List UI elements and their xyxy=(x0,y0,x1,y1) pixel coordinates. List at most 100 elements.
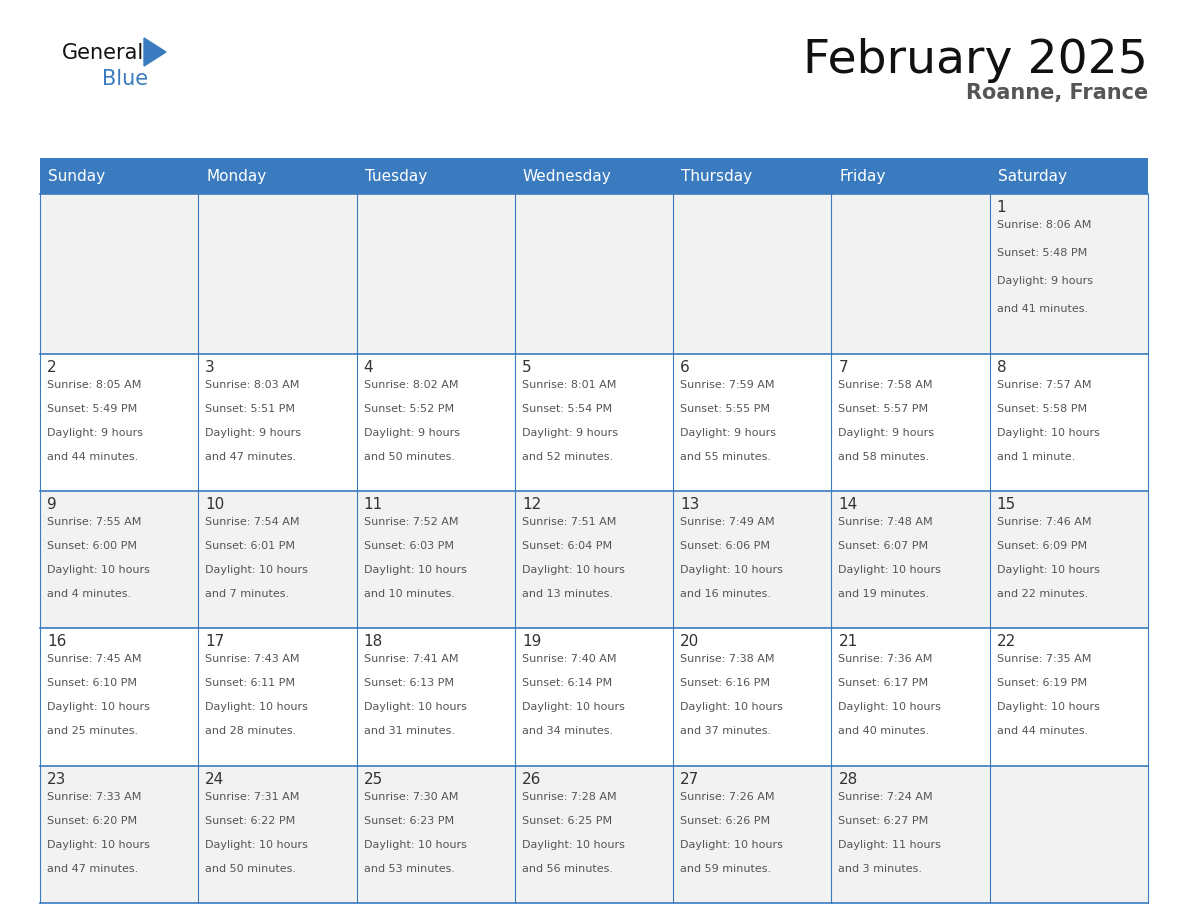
Text: 5: 5 xyxy=(522,360,531,375)
Text: Sunset: 5:51 PM: Sunset: 5:51 PM xyxy=(206,404,296,414)
Text: Daylight: 10 hours: Daylight: 10 hours xyxy=(206,702,308,712)
Text: Sunset: 6:07 PM: Sunset: 6:07 PM xyxy=(839,541,929,551)
Text: Sunrise: 7:48 AM: Sunrise: 7:48 AM xyxy=(839,517,933,527)
Text: Sunday: Sunday xyxy=(48,169,105,184)
Text: 2: 2 xyxy=(48,360,57,375)
Text: Daylight: 10 hours: Daylight: 10 hours xyxy=(997,565,1100,575)
Text: Sunrise: 7:31 AM: Sunrise: 7:31 AM xyxy=(206,791,299,801)
Text: 6: 6 xyxy=(681,360,690,375)
Text: Sunrise: 7:46 AM: Sunrise: 7:46 AM xyxy=(997,517,1092,527)
Text: 14: 14 xyxy=(839,497,858,512)
Text: 20: 20 xyxy=(681,634,700,649)
Text: Sunrise: 7:36 AM: Sunrise: 7:36 AM xyxy=(839,655,933,665)
Text: Daylight: 9 hours: Daylight: 9 hours xyxy=(681,428,776,438)
Text: Sunset: 6:16 PM: Sunset: 6:16 PM xyxy=(681,678,770,688)
Text: and 40 minutes.: and 40 minutes. xyxy=(839,726,929,736)
Text: and 52 minutes.: and 52 minutes. xyxy=(522,452,613,462)
Text: Sunset: 6:11 PM: Sunset: 6:11 PM xyxy=(206,678,296,688)
Text: Daylight: 10 hours: Daylight: 10 hours xyxy=(681,565,783,575)
Text: Sunrise: 7:49 AM: Sunrise: 7:49 AM xyxy=(681,517,775,527)
Text: 4: 4 xyxy=(364,360,373,375)
Text: Daylight: 10 hours: Daylight: 10 hours xyxy=(206,840,308,850)
Text: and 56 minutes.: and 56 minutes. xyxy=(522,864,613,874)
Text: 7: 7 xyxy=(839,360,848,375)
Text: and 34 minutes.: and 34 minutes. xyxy=(522,726,613,736)
Text: Sunrise: 7:45 AM: Sunrise: 7:45 AM xyxy=(48,655,141,665)
Text: and 22 minutes.: and 22 minutes. xyxy=(997,589,1088,599)
Text: and 47 minutes.: and 47 minutes. xyxy=(48,864,138,874)
Text: 21: 21 xyxy=(839,634,858,649)
Text: 23: 23 xyxy=(48,772,67,787)
Text: Sunset: 5:48 PM: Sunset: 5:48 PM xyxy=(997,248,1087,258)
Text: 19: 19 xyxy=(522,634,542,649)
Text: Daylight: 10 hours: Daylight: 10 hours xyxy=(48,840,150,850)
Text: Daylight: 10 hours: Daylight: 10 hours xyxy=(522,565,625,575)
Text: Sunrise: 7:40 AM: Sunrise: 7:40 AM xyxy=(522,655,617,665)
Text: Sunrise: 7:55 AM: Sunrise: 7:55 AM xyxy=(48,517,141,527)
Text: Sunrise: 7:41 AM: Sunrise: 7:41 AM xyxy=(364,655,459,665)
Text: Daylight: 10 hours: Daylight: 10 hours xyxy=(681,840,783,850)
Text: Sunrise: 7:51 AM: Sunrise: 7:51 AM xyxy=(522,517,617,527)
Text: Sunrise: 8:03 AM: Sunrise: 8:03 AM xyxy=(206,379,299,389)
Text: and 3 minutes.: and 3 minutes. xyxy=(839,864,922,874)
Text: and 53 minutes.: and 53 minutes. xyxy=(364,864,455,874)
Text: Sunrise: 8:01 AM: Sunrise: 8:01 AM xyxy=(522,379,617,389)
Text: February 2025: February 2025 xyxy=(803,38,1148,83)
Text: Sunset: 6:10 PM: Sunset: 6:10 PM xyxy=(48,678,137,688)
Text: Wednesday: Wednesday xyxy=(523,169,612,184)
Text: Daylight: 10 hours: Daylight: 10 hours xyxy=(522,840,625,850)
Text: and 1 minute.: and 1 minute. xyxy=(997,452,1075,462)
Text: and 7 minutes.: and 7 minutes. xyxy=(206,589,290,599)
Text: 8: 8 xyxy=(997,360,1006,375)
Text: Sunrise: 7:33 AM: Sunrise: 7:33 AM xyxy=(48,791,141,801)
Text: and 25 minutes.: and 25 minutes. xyxy=(48,726,138,736)
Bar xyxy=(40,491,1148,628)
Text: Sunrise: 7:30 AM: Sunrise: 7:30 AM xyxy=(364,791,457,801)
Text: Sunset: 6:13 PM: Sunset: 6:13 PM xyxy=(364,678,454,688)
Text: Sunrise: 7:54 AM: Sunrise: 7:54 AM xyxy=(206,517,299,527)
Text: Sunset: 6:26 PM: Sunset: 6:26 PM xyxy=(681,816,770,825)
Text: Sunrise: 7:26 AM: Sunrise: 7:26 AM xyxy=(681,791,775,801)
Text: and 13 minutes.: and 13 minutes. xyxy=(522,589,613,599)
Text: 15: 15 xyxy=(997,497,1016,512)
Text: Daylight: 10 hours: Daylight: 10 hours xyxy=(997,428,1100,438)
Text: Blue: Blue xyxy=(102,69,148,89)
Text: Daylight: 9 hours: Daylight: 9 hours xyxy=(839,428,935,438)
Text: Sunrise: 7:24 AM: Sunrise: 7:24 AM xyxy=(839,791,933,801)
Text: and 59 minutes.: and 59 minutes. xyxy=(681,864,771,874)
Text: Monday: Monday xyxy=(207,169,266,184)
Text: Daylight: 9 hours: Daylight: 9 hours xyxy=(48,428,143,438)
Text: 22: 22 xyxy=(997,634,1016,649)
Text: Daylight: 9 hours: Daylight: 9 hours xyxy=(364,428,460,438)
Text: 3: 3 xyxy=(206,360,215,375)
Text: and 55 minutes.: and 55 minutes. xyxy=(681,452,771,462)
Text: Daylight: 10 hours: Daylight: 10 hours xyxy=(522,702,625,712)
Text: 26: 26 xyxy=(522,772,542,787)
Text: Sunset: 6:23 PM: Sunset: 6:23 PM xyxy=(364,816,454,825)
Text: 18: 18 xyxy=(364,634,383,649)
Text: Sunset: 6:06 PM: Sunset: 6:06 PM xyxy=(681,541,770,551)
Text: Daylight: 10 hours: Daylight: 10 hours xyxy=(48,702,150,712)
Text: and 4 minutes.: and 4 minutes. xyxy=(48,589,131,599)
Text: Sunset: 5:58 PM: Sunset: 5:58 PM xyxy=(997,404,1087,414)
Text: Sunrise: 7:58 AM: Sunrise: 7:58 AM xyxy=(839,379,933,389)
Text: Sunrise: 7:38 AM: Sunrise: 7:38 AM xyxy=(681,655,775,665)
Text: Tuesday: Tuesday xyxy=(365,169,426,184)
Bar xyxy=(40,194,1148,353)
Text: Sunset: 6:09 PM: Sunset: 6:09 PM xyxy=(997,541,1087,551)
Bar xyxy=(40,766,1148,903)
Text: Sunrise: 7:28 AM: Sunrise: 7:28 AM xyxy=(522,791,617,801)
Text: Sunset: 6:00 PM: Sunset: 6:00 PM xyxy=(48,541,137,551)
Text: Sunset: 5:49 PM: Sunset: 5:49 PM xyxy=(48,404,138,414)
Text: 28: 28 xyxy=(839,772,858,787)
Text: 1: 1 xyxy=(997,200,1006,215)
Text: Sunset: 5:54 PM: Sunset: 5:54 PM xyxy=(522,404,612,414)
Bar xyxy=(40,628,1148,766)
Text: Sunset: 6:22 PM: Sunset: 6:22 PM xyxy=(206,816,296,825)
Text: 24: 24 xyxy=(206,772,225,787)
Text: Daylight: 11 hours: Daylight: 11 hours xyxy=(839,840,941,850)
Bar xyxy=(40,158,1148,194)
Text: Roanne, France: Roanne, France xyxy=(966,83,1148,103)
Text: and 16 minutes.: and 16 minutes. xyxy=(681,589,771,599)
Text: Sunset: 5:55 PM: Sunset: 5:55 PM xyxy=(681,404,770,414)
